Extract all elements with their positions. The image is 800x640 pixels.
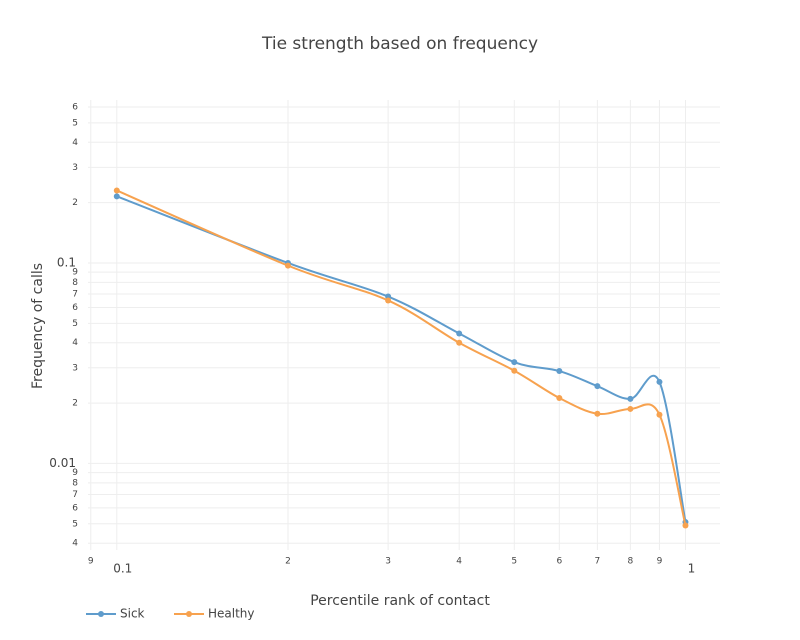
- y-tick-label: 8: [72, 278, 78, 288]
- x-tick-label: 9: [88, 557, 94, 567]
- marker: [511, 359, 518, 366]
- y-axis-title: Frequency of calls: [30, 263, 46, 389]
- marker: [456, 339, 463, 346]
- y-tick-label: 4: [72, 539, 78, 549]
- marker: [556, 395, 563, 402]
- y-tick-label: 4: [72, 338, 78, 348]
- series: [113, 187, 689, 529]
- marker: [284, 262, 291, 269]
- y-tick-label: 2: [72, 399, 78, 409]
- y-tick-label: 6: [72, 503, 78, 513]
- marker: [627, 395, 634, 402]
- x-tick-label: 9: [657, 557, 663, 567]
- marker: [511, 367, 518, 374]
- y-tick-label: 9: [72, 468, 78, 478]
- marker: [656, 378, 663, 385]
- marker: [656, 411, 663, 418]
- y-tick-label: 7: [72, 290, 78, 300]
- y-tick-label: 8: [72, 478, 78, 488]
- y-tick-label: 3: [72, 163, 78, 173]
- line: [116, 189, 687, 526]
- y-tick-label: 5: [72, 519, 78, 529]
- legend-marker: [186, 611, 192, 617]
- marker: [594, 383, 601, 390]
- marker: [682, 522, 689, 529]
- x-tick-label: 8: [628, 557, 634, 567]
- x-tick-label: 5: [511, 557, 517, 567]
- series: [113, 193, 689, 526]
- y-tick-label: 4: [72, 138, 78, 148]
- y-tick-label: 5: [72, 319, 78, 329]
- x-tick-label: 2: [285, 557, 291, 567]
- y-tick-label: 7: [72, 490, 78, 500]
- marker: [456, 330, 463, 337]
- y-tick-label: 0.1: [57, 255, 76, 269]
- y-tick-label: 2: [72, 198, 78, 208]
- y-tick-label: 6: [72, 303, 78, 313]
- y-tick-label: 5: [72, 118, 78, 128]
- y-tick-label: 6: [72, 102, 78, 112]
- x-tick-label: 7: [595, 557, 601, 567]
- legend-marker: [98, 611, 104, 617]
- y-tick-label: 9: [72, 268, 78, 278]
- line: [116, 195, 687, 523]
- marker: [113, 193, 120, 200]
- legend-label: Sick: [120, 607, 145, 621]
- y-tick-label: 0.01: [49, 456, 76, 470]
- legend-label: Healthy: [208, 607, 255, 621]
- marker: [627, 405, 634, 412]
- x-axis-title: Percentile rank of contact: [310, 593, 490, 609]
- marker: [385, 297, 392, 304]
- x-tick-label: 0.1: [113, 562, 132, 576]
- y-tick-label: 3: [72, 363, 78, 373]
- x-tick-label: 6: [556, 557, 562, 567]
- marker: [594, 410, 601, 417]
- chart-title: Tie strength based on frequency: [261, 34, 538, 54]
- marker: [113, 187, 120, 194]
- x-tick-label: 3: [385, 557, 391, 567]
- x-tick-label: 4: [456, 557, 462, 567]
- marker: [556, 368, 563, 375]
- x-tick-label: 1: [688, 562, 696, 576]
